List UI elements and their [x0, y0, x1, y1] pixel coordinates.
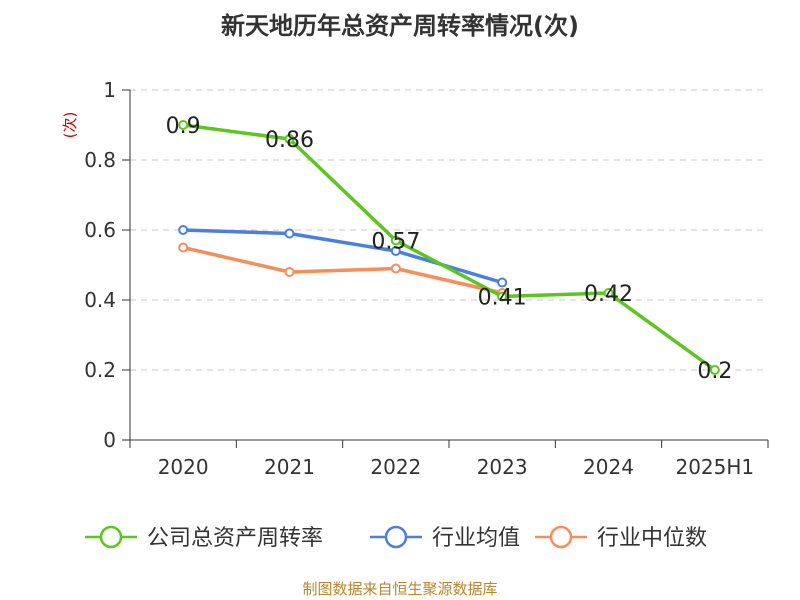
series-line	[182, 245, 503, 295]
y-tick-label: 1	[103, 78, 116, 102]
x-tick-label: 2023	[477, 455, 528, 479]
legend-marker	[549, 525, 573, 549]
y-tick-label: 0.2	[84, 358, 116, 382]
data-point	[178, 225, 189, 235]
data-label: 0.57	[371, 230, 420, 255]
y-axis-label: (次)	[61, 112, 79, 139]
source-note: 制图数据来自恒生聚源数据库	[302, 580, 498, 598]
data-point	[497, 291, 508, 302]
x-tick-label: 2022	[370, 455, 421, 479]
data-label: 0.42	[584, 282, 633, 307]
x-tick-label: 2021	[264, 455, 315, 479]
y-tick-label: 0.8	[84, 148, 116, 172]
x-tick-label: 2020	[158, 455, 209, 479]
data-point	[284, 267, 295, 277]
data-point	[390, 246, 401, 256]
legend-marker	[99, 525, 123, 549]
data-point	[284, 134, 295, 144]
data-label: 0.86	[265, 128, 314, 153]
data-point	[284, 228, 295, 239]
y-tick-label: 0.6	[84, 218, 116, 242]
chart-title: 新天地历年总资产周转率情况(次)	[221, 12, 579, 40]
data-point	[178, 242, 189, 253]
legend-label: 行业中位数	[597, 526, 707, 551]
data-label: 0.9	[166, 114, 201, 139]
series-line	[183, 228, 503, 285]
data-label: 0.41	[478, 286, 527, 311]
data-label: 0.2	[697, 359, 732, 384]
data-point	[709, 365, 720, 375]
legend-marker	[384, 525, 408, 549]
data-point	[390, 263, 401, 274]
y-tick-label: 0	[103, 428, 116, 452]
series-line	[182, 123, 716, 372]
data-point	[390, 235, 401, 246]
data-point	[178, 120, 189, 130]
y-tick-label: 0.4	[84, 288, 116, 312]
data-point	[603, 288, 614, 298]
x-tick-label: 2025H1	[675, 455, 754, 479]
legend-label: 公司总资产周转率	[147, 526, 323, 551]
data-point	[497, 277, 508, 288]
x-tick-label: 2024	[583, 455, 634, 479]
legend-label: 行业均值	[432, 526, 520, 551]
